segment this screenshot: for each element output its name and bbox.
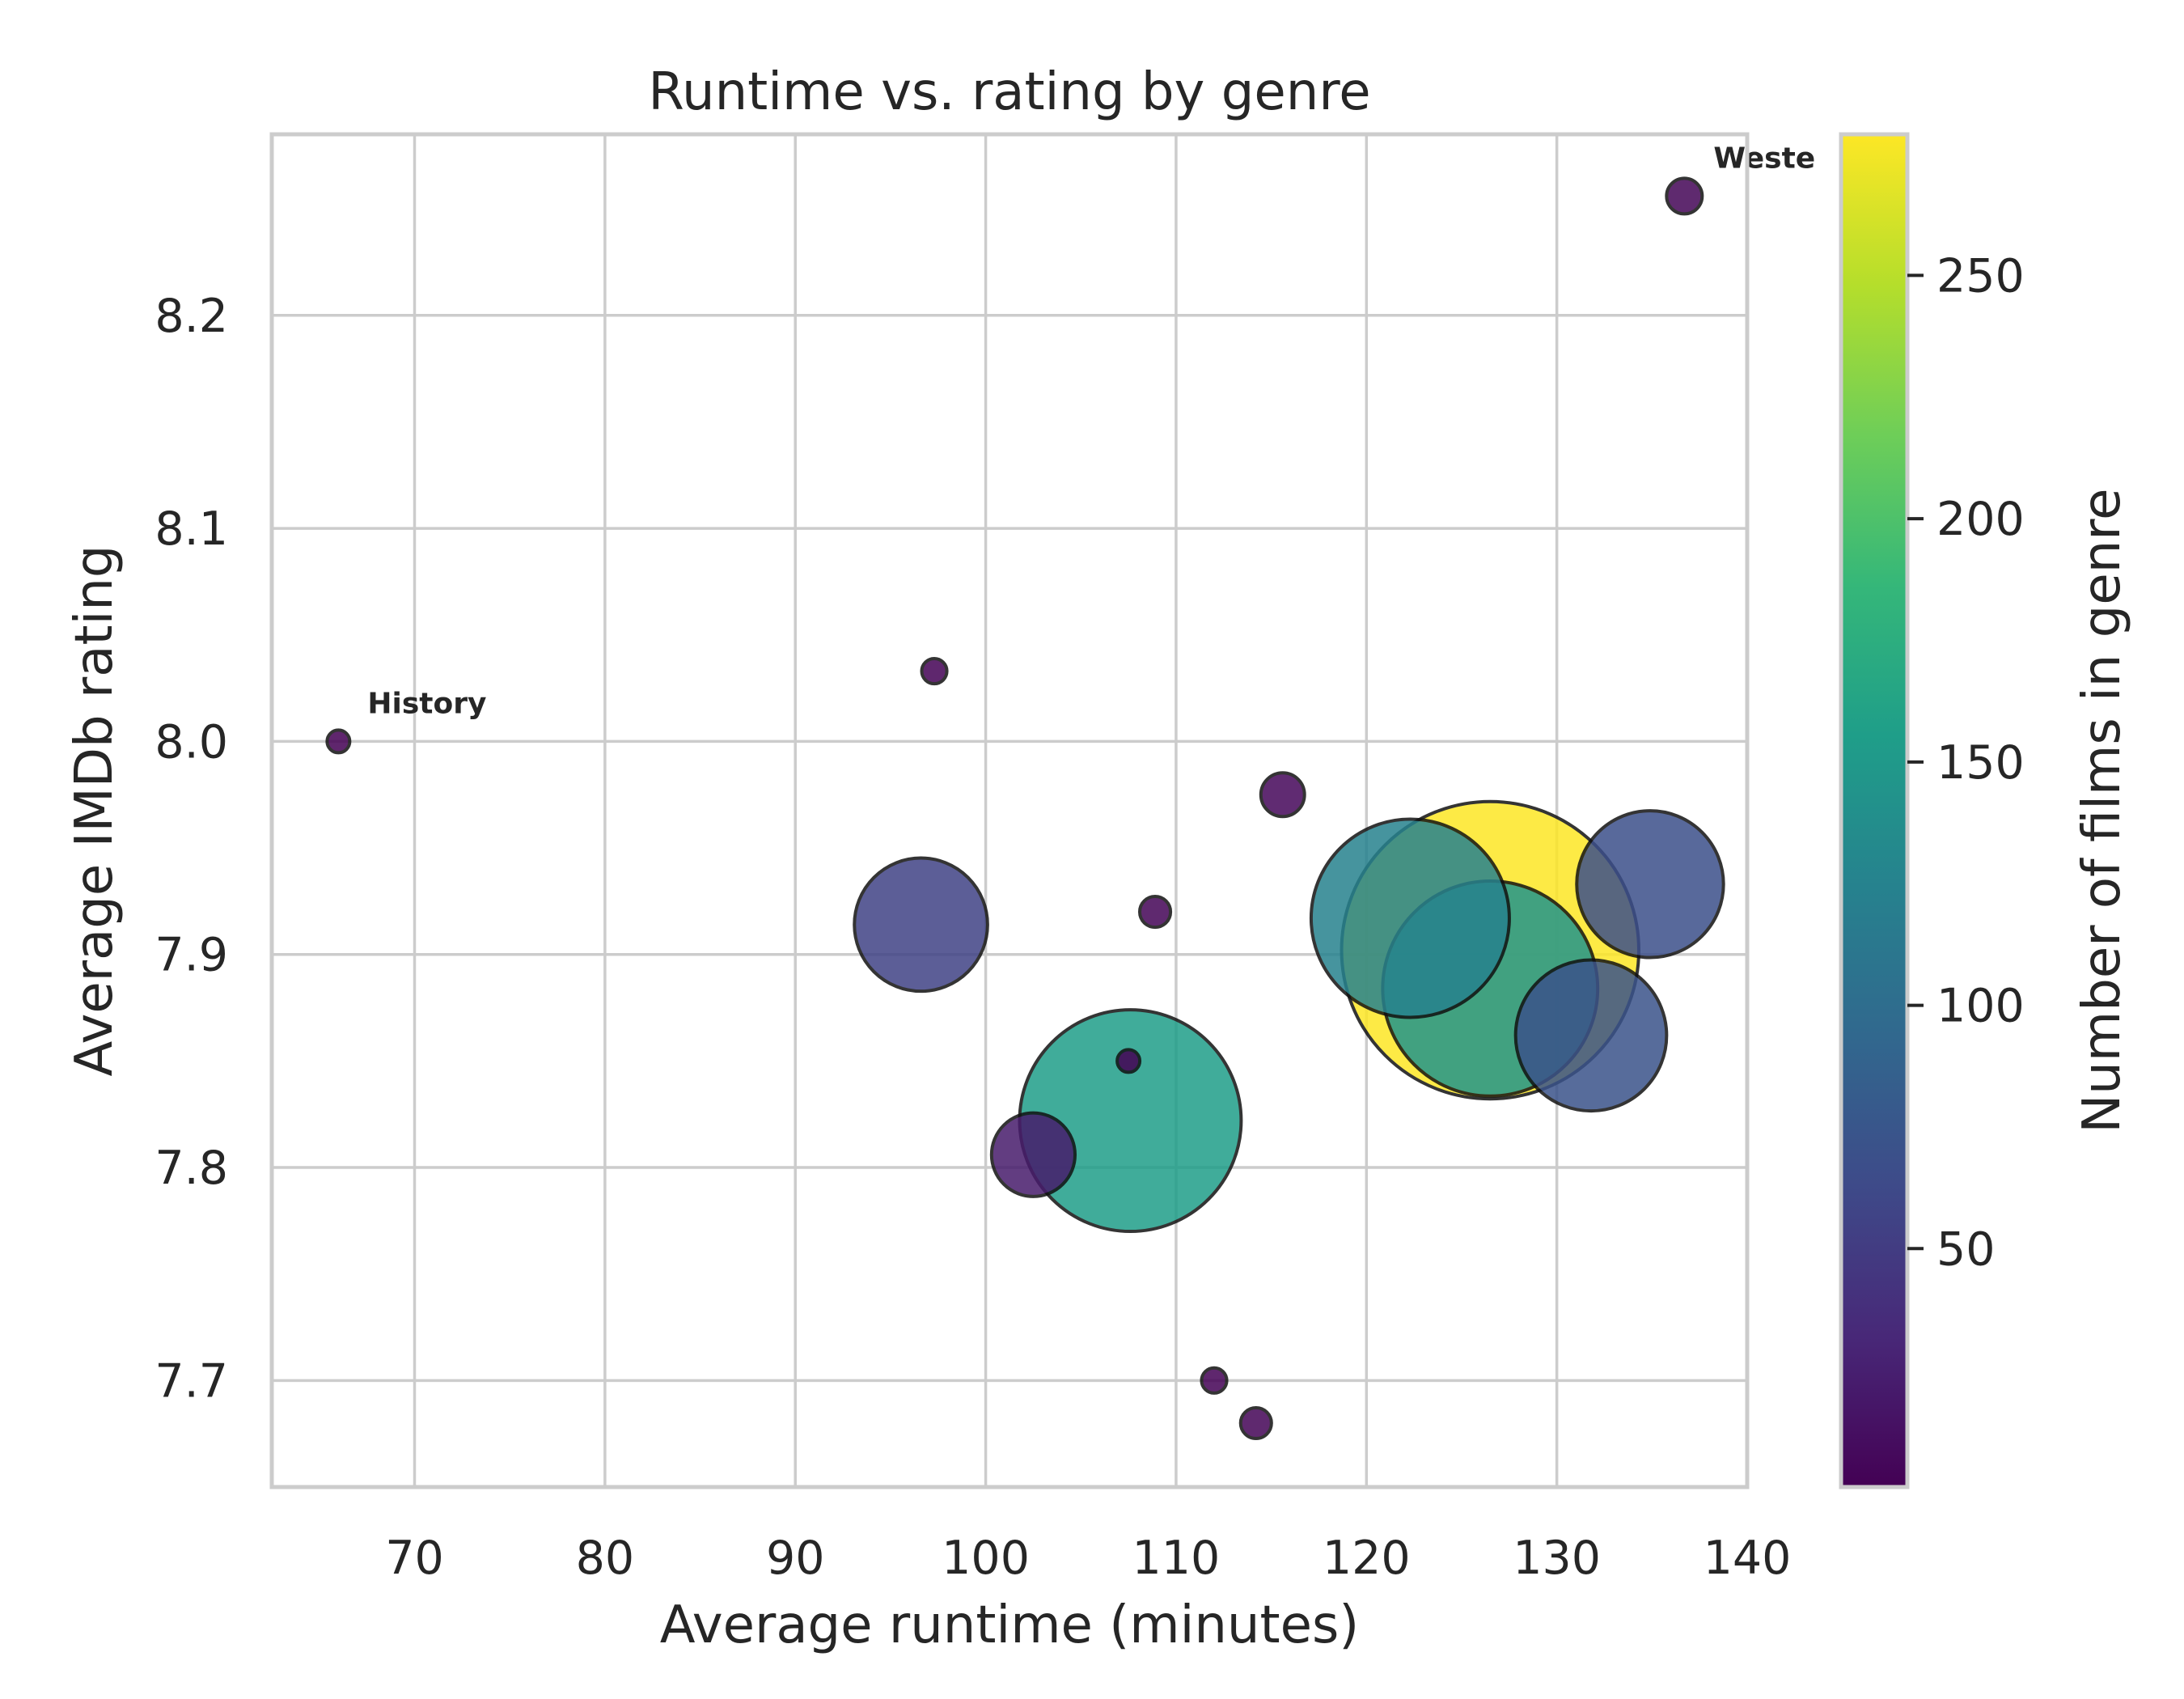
colorbar-label: Number of films in genre [2072, 488, 2132, 1133]
y-axis-ticks: 7.7 7.8 7.9 8.0 8.1 8.2 [154, 290, 228, 1409]
grid [272, 134, 1749, 1487]
x-tick-label: 130 [1513, 1532, 1601, 1585]
plot-frame [269, 132, 1750, 1489]
colorbar-tick-label: 150 [1936, 736, 2025, 790]
data-point [853, 856, 989, 994]
scatter-points [325, 176, 1725, 1441]
colorbar [1839, 132, 1910, 1489]
data-point [1238, 1405, 1273, 1441]
data-point [1200, 1366, 1229, 1395]
data-point [920, 656, 949, 686]
chart-title: Runtime vs. rating by genre [648, 62, 1370, 122]
data-point [1575, 809, 1725, 960]
y-axis-label: Average IMDb rating [65, 544, 125, 1076]
point-annotation: History [367, 687, 486, 720]
y-tick-label: 8.2 [154, 290, 228, 343]
x-tick-label: 70 [385, 1532, 444, 1585]
y-tick-label: 7.8 [154, 1142, 228, 1195]
data-point [1259, 771, 1306, 819]
x-axis-ticks: 70 80 90 100 110 120 130 140 [385, 1532, 1791, 1585]
data-point [1115, 1048, 1142, 1074]
data-point [1309, 817, 1511, 1019]
data-point [1513, 958, 1669, 1113]
y-tick-label: 7.7 [154, 1354, 228, 1408]
colorbar-tick-label: 50 [1936, 1222, 1996, 1276]
colorbar-tick-label: 100 [1936, 980, 2025, 1033]
x-tick-label: 100 [942, 1532, 1030, 1585]
y-tick-label: 7.9 [154, 929, 228, 982]
x-tick-label: 120 [1323, 1532, 1411, 1585]
y-tick-label: 8.1 [154, 502, 228, 556]
x-tick-label: 110 [1132, 1532, 1221, 1585]
data-point [325, 728, 352, 755]
annotations: History Weste [367, 142, 1815, 720]
data-point [989, 1111, 1077, 1198]
x-tick-label: 80 [576, 1532, 635, 1585]
colorbar-ticks: 50 100 150 200 250 [1907, 249, 2025, 1276]
x-tick-label: 90 [766, 1532, 825, 1585]
y-tick-label: 8.0 [154, 715, 228, 769]
data-point [1137, 895, 1173, 930]
point-annotation: Weste [1713, 142, 1815, 175]
x-tick-label: 140 [1704, 1532, 1792, 1585]
data-point [1665, 176, 1704, 216]
colorbar-tick-label: 200 [1936, 493, 2025, 546]
x-axis-label: Average runtime (minutes) [660, 1595, 1360, 1655]
colorbar-tick-label: 250 [1936, 249, 2025, 303]
